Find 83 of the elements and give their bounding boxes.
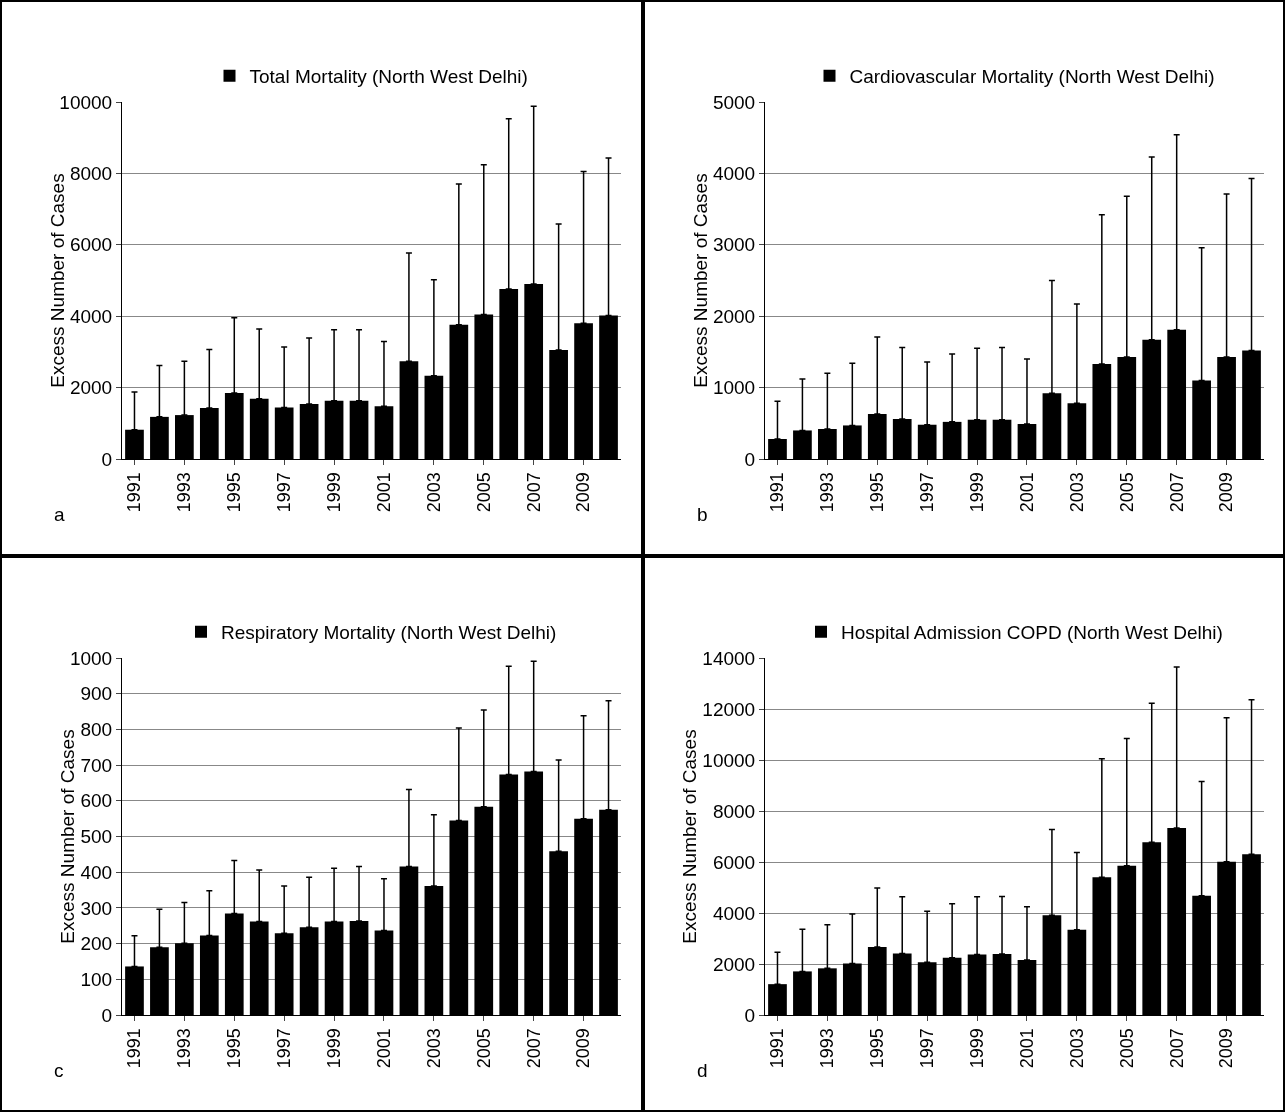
x-tick-label: 1995: [224, 1028, 245, 1069]
x-tick-label: 1991: [124, 472, 145, 513]
x-tick-label: 2009: [573, 472, 594, 513]
x-tick-label: 2001: [373, 472, 394, 513]
y-axis-title: Excess Number of Cases: [46, 173, 68, 388]
legend-label: Total Mortality (North West Delhi): [249, 66, 528, 88]
x-tick-label: 1993: [816, 1028, 837, 1069]
y-tick-label: 400: [80, 861, 113, 883]
y-tick-label: 1000: [712, 377, 755, 399]
x-tick-label: 1999: [966, 472, 987, 513]
x-tick-label: 1995: [224, 472, 245, 513]
x-tick-label: 2009: [1215, 1028, 1236, 1069]
x-tick-label: 1991: [766, 472, 787, 513]
x-tick-label: 2007: [1166, 1028, 1187, 1069]
y-tick-label: 4000: [69, 305, 113, 327]
x-tick-label: 2005: [473, 472, 494, 513]
x-tick-label: 1995: [866, 1028, 887, 1069]
x-tick-label: 2003: [1066, 472, 1087, 513]
y-tick-label: 0: [744, 448, 755, 470]
y-tick-label: 500: [80, 826, 113, 848]
y-tick-label: 2000: [69, 377, 113, 399]
x-tick-label: 1993: [174, 1028, 195, 1069]
y-axis-title: Excess Number of Cases: [57, 729, 78, 944]
y-tick-label: 200: [80, 933, 113, 955]
y-tick-label: 700: [80, 754, 113, 776]
x-tick-label: 1997: [274, 1028, 295, 1069]
y-tick-label: 100: [80, 968, 113, 990]
y-tick-label: 8000: [712, 800, 755, 822]
x-tick-label: 1993: [174, 472, 195, 513]
x-tick-label: 2007: [1166, 472, 1187, 513]
x-tick-label: 2009: [1215, 472, 1236, 513]
y-tick-label: 12000: [701, 698, 755, 720]
y-tick-label: 600: [80, 790, 113, 812]
legend-label: Respiratory Mortality (North West Delhi): [221, 622, 557, 644]
x-tick-label: 2009: [573, 1028, 594, 1069]
x-tick-label: 1991: [766, 1028, 787, 1069]
x-tick-label: 1999: [323, 472, 344, 513]
y-tick-label: 3000: [712, 234, 755, 256]
x-tick-label: 2003: [1066, 1028, 1087, 1069]
y-tick-label: 2000: [712, 305, 755, 327]
legend-label: Cardiovascular Mortality (North West Delhi): [849, 66, 1214, 88]
y-tick-label: 900: [80, 683, 113, 705]
x-tick-label: 2001: [1016, 472, 1037, 513]
y-axis-title: Excess Number of Cases: [689, 173, 711, 388]
text: a: [54, 504, 65, 525]
y-tick-label: 4000: [712, 163, 755, 185]
x-tick-label: 1999: [966, 1028, 987, 1069]
x-tick-label: 2005: [1116, 472, 1137, 513]
x-tick-label: 2007: [523, 1028, 544, 1069]
text: b: [696, 504, 708, 525]
y-tick-label: 0: [101, 448, 113, 470]
text: d: [696, 1060, 708, 1081]
y-tick-label: 8000: [69, 163, 113, 185]
y-tick-label: 800: [80, 719, 113, 741]
legend-label: Hospital Admission COPD (North West Delhi): [840, 622, 1223, 644]
x-tick-label: 1997: [274, 472, 295, 513]
x-tick-label: 2005: [1116, 1028, 1137, 1069]
y-tick-label: 6000: [712, 851, 755, 873]
text: c: [54, 1060, 64, 1081]
y-tick-label: 0: [744, 1004, 755, 1026]
y-tick-label: 2000: [712, 953, 755, 975]
x-tick-label: 2005: [473, 1028, 494, 1069]
y-tick-label: 4000: [712, 902, 755, 924]
x-tick-label: 1999: [323, 1028, 344, 1069]
x-tick-label: 2003: [423, 1028, 444, 1069]
y-tick-label: 300: [80, 897, 113, 919]
x-tick-label: 1993: [816, 472, 837, 513]
y-tick-label: 6000: [69, 234, 113, 256]
y-tick-label: 1000: [69, 647, 113, 669]
y-axis-title: Excess Number of Cases: [678, 729, 700, 944]
x-tick-label: 2007: [523, 472, 544, 513]
y-tick-label: 10000: [59, 91, 113, 113]
y-tick-label: 5000: [712, 91, 755, 113]
y-tick-label: 0: [101, 1004, 113, 1026]
x-tick-label: 2001: [1016, 1028, 1037, 1069]
x-tick-label: 2003: [423, 472, 444, 513]
y-tick-label: 10000: [701, 749, 755, 771]
x-tick-label: 1997: [916, 472, 937, 513]
x-tick-label: 1991: [124, 1028, 145, 1069]
y-tick-label: 14000: [701, 647, 755, 669]
x-tick-label: 1997: [916, 1028, 937, 1069]
x-tick-label: 2001: [373, 1028, 394, 1069]
x-tick-label: 1995: [866, 472, 887, 513]
